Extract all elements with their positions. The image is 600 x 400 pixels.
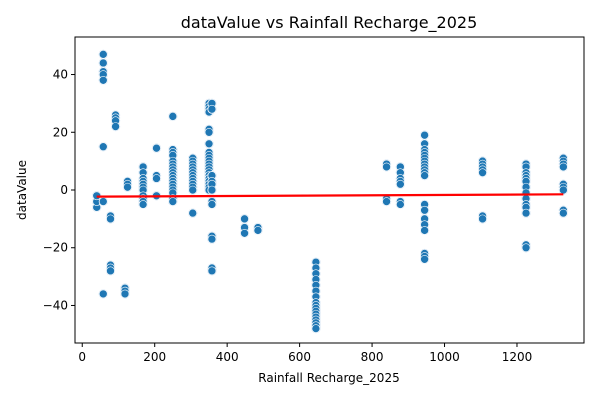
data-point — [420, 226, 429, 235]
data-point — [152, 143, 161, 153]
data-point — [559, 185, 568, 195]
x-tick-label: 0 — [78, 350, 86, 364]
data-point — [207, 185, 217, 195]
data-point — [311, 324, 321, 333]
data-point — [420, 254, 429, 264]
x-axis-label: Rainfall Recharge_2025 — [258, 371, 399, 385]
data-point — [98, 289, 108, 299]
x-tick-label: 1200 — [502, 350, 533, 364]
data-point — [396, 179, 405, 189]
data-point — [478, 168, 487, 177]
x-tick-label: 600 — [288, 350, 311, 364]
data-point — [168, 112, 178, 121]
data-point — [207, 234, 217, 244]
data-point — [188, 208, 198, 218]
data-point — [188, 185, 198, 195]
data-point — [98, 197, 108, 206]
y-axis-label: dataValue — [15, 160, 29, 220]
data-point — [521, 208, 531, 218]
chart-title: dataValue vs Rainfall Recharge_2025 — [181, 13, 478, 33]
y-tick-label: −20 — [43, 241, 68, 255]
x-tick-label: 200 — [143, 350, 166, 364]
data-point — [106, 214, 115, 224]
data-point — [559, 162, 568, 172]
data-point — [98, 58, 108, 68]
y-tick-label: −40 — [43, 298, 68, 312]
y-tick-label: 20 — [53, 125, 68, 139]
data-point — [152, 174, 161, 183]
data-point — [420, 205, 429, 215]
data-point — [559, 208, 568, 218]
y-tick-label: 40 — [53, 68, 68, 82]
data-point — [382, 162, 391, 172]
data-point — [382, 197, 391, 206]
y-tick-label: 0 — [60, 183, 68, 197]
data-point — [207, 266, 217, 276]
x-tick-label: 800 — [361, 350, 384, 364]
data-point — [396, 200, 405, 209]
data-point — [207, 104, 217, 114]
data-point — [106, 266, 115, 276]
data-point — [120, 289, 130, 299]
x-axis-ticks: 0 200 400 600 800 1000 1200 — [78, 343, 532, 364]
plot-area — [74, 36, 585, 344]
points-layer — [92, 49, 568, 334]
trend-line — [96, 193, 564, 198]
data-point — [420, 171, 429, 180]
data-point — [240, 214, 249, 224]
y-axis-ticks: −40 −20 0 20 40 — [43, 68, 75, 312]
data-point — [98, 142, 108, 151]
data-point — [123, 182, 132, 192]
data-point — [168, 197, 178, 206]
data-point — [478, 214, 487, 224]
data-point — [138, 200, 148, 209]
data-point — [420, 130, 429, 140]
data-point — [204, 127, 214, 137]
data-point — [207, 200, 217, 209]
data-point — [253, 226, 263, 235]
trend-layer — [96, 193, 564, 198]
data-point — [240, 229, 249, 238]
data-point — [204, 139, 214, 149]
x-tick-label: 400 — [216, 350, 239, 364]
data-point — [98, 76, 108, 85]
data-point — [521, 243, 531, 253]
x-tick-label: 1000 — [429, 350, 460, 364]
data-point — [111, 122, 120, 131]
data-point — [98, 50, 108, 59]
